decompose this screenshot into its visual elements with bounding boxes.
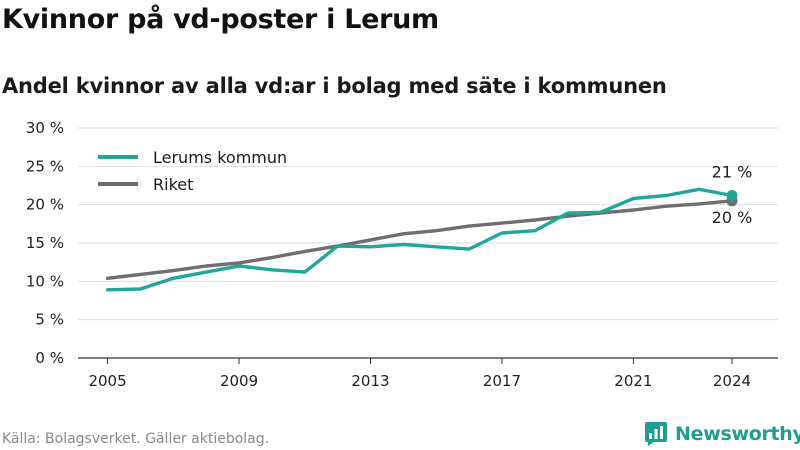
y-axis-ticks: 0 % 5 % 10 % 15 % 20 % 25 % 30 % [26,119,64,367]
end-label-riket: 20 % [712,208,753,227]
x-tick-label: 2009 [220,372,258,390]
x-tick-label: 2005 [88,372,126,390]
end-point-lerum [726,189,738,201]
series-lines [105,187,738,292]
brand-name: Newsworthy [675,423,800,445]
series-line-riket [105,199,734,280]
y-tick-label: 30 % [26,119,64,137]
y-tick-label: 25 % [26,157,64,175]
chart-title: Kvinnor på vd-poster i Lerum [2,4,439,35]
y-tick-label: 0 % [35,349,64,367]
y-tick-label: 15 % [26,234,64,252]
y-tick-label: 5 % [35,311,64,329]
legend: Lerums kommun Riket [98,148,287,194]
legend-label: Lerums kommun [153,148,287,167]
grid-lines [78,127,778,359]
end-labels: 21 % 20 % [712,162,753,226]
series-line-lerum [105,187,734,292]
x-tick-label: 2024 [713,372,751,390]
x-axis-ticks: 2005 2009 2013 2017 2021 2024 [88,358,751,390]
brand-logo: Newsworthy [645,420,800,448]
legend-label: Riket [153,175,193,194]
chart-subtitle: Andel kvinnor av alla vd:ar i bolag med … [2,74,667,98]
end-label-lerum: 21 % [712,162,753,181]
line-chart: 0 %5 %10 %15 %20 %25 %30 % 2005 2009 2013 2… [26,119,778,390]
y-tick-label: 10 % [26,272,64,290]
y-tick-label: 20 % [26,196,64,214]
x-tick-label: 2017 [483,372,521,390]
source-note: Källa: Bolagsverket. Gäller aktiebolag. [2,431,270,447]
x-tick-label: 2013 [351,372,389,390]
x-tick-label: 2021 [614,372,652,390]
bar-chart-icon [645,422,667,446]
